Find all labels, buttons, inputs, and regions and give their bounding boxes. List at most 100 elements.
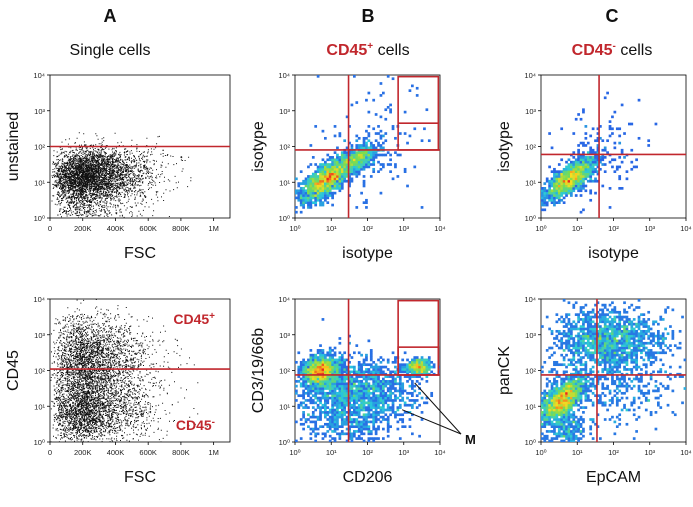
density-cell — [562, 184, 566, 188]
density-cell — [348, 403, 351, 407]
density-cell — [367, 415, 371, 419]
y-axis-title: panCK — [496, 346, 513, 395]
density-cell — [340, 356, 344, 359]
density-cell — [413, 127, 417, 131]
density-cell — [391, 127, 395, 131]
density-cell — [562, 382, 566, 386]
density-cell — [632, 327, 636, 331]
density-cell — [562, 341, 566, 345]
density-cell — [340, 420, 344, 424]
density-cell — [591, 377, 595, 381]
density-cell — [608, 125, 612, 128]
density-cell — [353, 380, 356, 383]
density-cell — [543, 406, 547, 409]
density-cell — [386, 434, 390, 438]
density-cell — [615, 384, 619, 388]
density-cell — [369, 175, 373, 178]
density-cell — [353, 165, 356, 169]
density-cell — [620, 148, 624, 152]
density-cell — [321, 363, 325, 367]
density-cell — [644, 341, 648, 345]
density-cell — [632, 358, 636, 362]
density-cell — [338, 360, 342, 364]
density-cell — [348, 375, 351, 378]
density-cell — [640, 368, 643, 371]
density-cell — [304, 384, 308, 388]
density-cell — [324, 415, 327, 419]
density-cell — [664, 387, 667, 390]
density-cell — [309, 375, 313, 378]
density-cell — [586, 170, 590, 174]
density-cell — [299, 401, 303, 405]
density-cell — [652, 320, 655, 324]
density-cell — [632, 408, 636, 412]
density-cell — [384, 391, 388, 395]
density-cell — [398, 394, 402, 398]
density-cell — [586, 399, 590, 402]
density-cell — [324, 160, 327, 164]
density-cell — [586, 344, 590, 347]
density-cell — [625, 351, 629, 355]
density-cell — [596, 399, 600, 402]
density-cell — [591, 308, 595, 312]
density-cell — [367, 139, 371, 143]
density-cell — [557, 346, 561, 350]
density-cell — [637, 315, 641, 319]
density-cell — [357, 420, 361, 424]
density-cell — [620, 375, 624, 378]
density-cell — [309, 437, 313, 440]
density-cell — [579, 325, 583, 328]
density-cell — [586, 380, 590, 383]
density-cell — [309, 427, 313, 431]
density-cell — [384, 153, 388, 157]
density-cell — [543, 203, 547, 207]
density-cell — [355, 151, 359, 154]
density-cell — [425, 401, 429, 405]
density-cell — [367, 384, 371, 388]
density-cell — [411, 391, 414, 395]
density-cell — [601, 341, 605, 345]
density-cell — [316, 406, 320, 409]
density-cell — [365, 427, 368, 431]
density-cell — [681, 401, 684, 405]
density-cell — [557, 375, 561, 378]
density-cell — [345, 375, 349, 378]
density-cell — [314, 382, 318, 386]
density-cell — [350, 165, 354, 169]
density-cell — [560, 332, 564, 336]
density-cell — [596, 337, 600, 340]
density-cell — [372, 411, 376, 414]
density-cell — [340, 158, 344, 162]
density-cell — [314, 425, 318, 428]
density-cell — [618, 127, 622, 131]
density-cell — [560, 337, 564, 340]
density-cell — [336, 415, 339, 419]
density-cell — [545, 315, 549, 319]
density-cell — [584, 320, 588, 324]
density-cell — [606, 325, 609, 328]
density-cell — [314, 125, 318, 128]
density-cell — [328, 370, 332, 374]
density-cell — [567, 389, 571, 393]
density-cell — [314, 356, 318, 359]
density-cell — [545, 349, 549, 352]
density-cell — [309, 401, 313, 405]
density-cell — [391, 408, 395, 412]
density-cell — [567, 349, 571, 352]
density-cell — [579, 418, 583, 421]
density-cell — [415, 375, 419, 378]
density-cell — [311, 177, 315, 181]
y-tick-label: 10⁰ — [525, 214, 536, 223]
density-cell — [601, 368, 605, 371]
density-cell — [603, 339, 607, 343]
density-cell — [353, 365, 356, 369]
density-cell — [391, 411, 395, 414]
density-cell — [377, 370, 380, 374]
density-cell — [659, 318, 663, 321]
density-cell — [362, 391, 366, 395]
density-cell — [360, 144, 363, 147]
density-cell — [348, 156, 351, 159]
density-cell — [555, 189, 559, 193]
density-cell — [545, 430, 549, 433]
density-cell — [635, 368, 638, 371]
